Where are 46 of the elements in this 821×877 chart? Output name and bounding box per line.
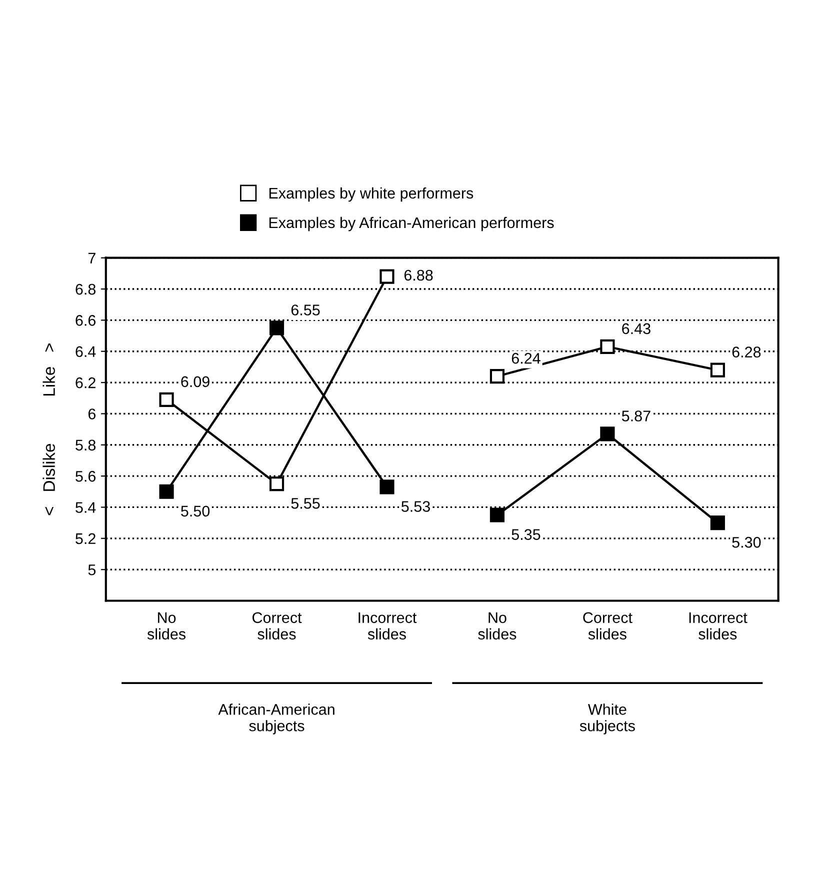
y-tick-label: 6.4 <box>76 346 96 358</box>
legend-label: Examples by African-American performers <box>269 216 554 232</box>
text: White subjects <box>580 704 635 734</box>
point <box>380 269 394 284</box>
point <box>269 320 284 336</box>
data-label: 5.35 <box>512 529 540 540</box>
data-label: 6.28 <box>732 346 761 358</box>
x-tick-label: No slides <box>478 612 516 640</box>
data-label: 6.55 <box>291 304 320 316</box>
y-tick-label: 7 <box>88 252 96 264</box>
point <box>600 339 615 354</box>
legend-label: Examples by white performers <box>269 187 474 202</box>
point <box>490 508 505 522</box>
point <box>269 476 284 492</box>
x-tick-label: No slides <box>147 612 186 640</box>
point <box>490 369 505 384</box>
y-tick-label: 5.2 <box>76 533 96 544</box>
x-tick-label: Incorrect slides <box>358 612 417 640</box>
data-label: 6.24 <box>512 352 540 364</box>
y-axis-title: < Dislike Like > <box>42 344 55 516</box>
data-label: 5.53 <box>401 501 430 512</box>
y-tick-label: 6.8 <box>76 284 96 295</box>
data-label: 5.50 <box>181 506 210 517</box>
data-label: 6.09 <box>181 376 210 388</box>
y-tick-label: 5.8 <box>76 440 96 451</box>
y-tick-label: 6.6 <box>76 315 96 326</box>
y-tick-label: 6 <box>88 408 96 420</box>
y-tick-label: 5.6 <box>76 470 96 482</box>
data-label: 5.87 <box>622 410 650 422</box>
point <box>380 480 394 494</box>
data-label: 5.55 <box>291 498 320 509</box>
point <box>600 426 615 442</box>
data-label: 6.88 <box>404 270 433 281</box>
point <box>159 484 174 499</box>
x-tick-label: Correct slides <box>583 612 632 640</box>
data-label: 5.30 <box>732 536 761 548</box>
point <box>710 516 725 530</box>
x-tick-label: Correct slides <box>252 612 302 640</box>
point <box>710 362 725 378</box>
text: African-American subjects <box>218 704 334 734</box>
y-tick-label: 5.4 <box>76 502 96 513</box>
point <box>159 392 174 407</box>
x-tick-label: Incorrect slides <box>689 612 748 640</box>
data-label: 6.43 <box>622 323 650 334</box>
y-tick-label: 5 <box>88 564 96 576</box>
y-tick-label: 6.2 <box>76 377 96 388</box>
